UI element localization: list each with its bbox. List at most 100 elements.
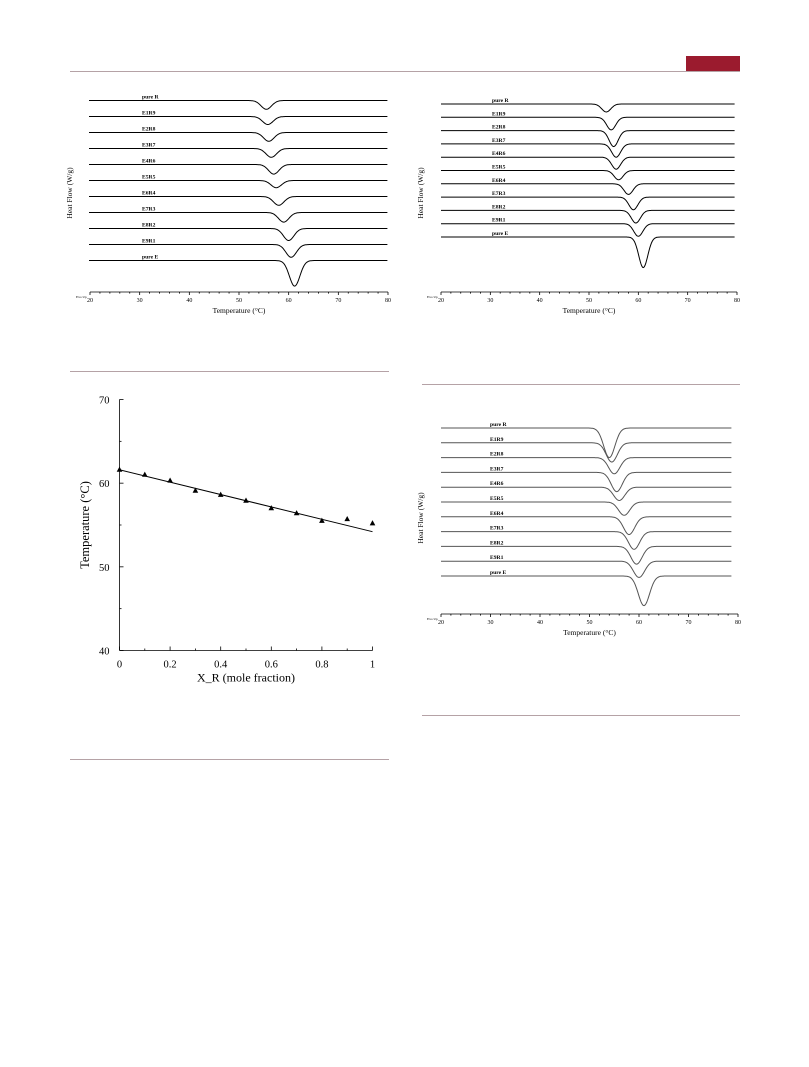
series-label: pure E <box>142 255 158 261</box>
series-curve-pure-r <box>89 100 388 110</box>
exo-up-label: Exo Up <box>427 617 438 621</box>
separator-right-1 <box>422 384 740 385</box>
series-curve-e7r3 <box>441 531 732 550</box>
series-curve-e2r8 <box>441 457 732 475</box>
x-tick-label: 60 <box>636 620 642 626</box>
series-curve-e5r5 <box>441 501 732 516</box>
series-curve-e7r3 <box>89 212 388 223</box>
x-tick-label: 1 <box>370 660 375 671</box>
x-tick-label: 50 <box>587 620 593 626</box>
series-label: E1R9 <box>492 111 506 117</box>
x-tick-label: 60 <box>286 298 292 304</box>
series-curve-e5r5 <box>89 180 388 189</box>
series-label: E9R1 <box>490 555 504 561</box>
exo-up-label: Exo Up <box>427 295 438 299</box>
series-label: E8R2 <box>490 540 504 546</box>
y-axis-title: Temperature (°C) <box>78 481 92 569</box>
x-tick-label: 50 <box>236 298 242 304</box>
series-curve-e8r2 <box>89 228 388 241</box>
series-label: E2R8 <box>142 127 156 133</box>
series-label: pure E <box>492 231 508 237</box>
series-curve-e1r9 <box>441 442 732 463</box>
series-curve-e7r3 <box>441 196 735 211</box>
series-curve-pure-e <box>441 236 735 269</box>
x-tick-label: 20 <box>438 298 444 304</box>
series-label: E3R7 <box>490 466 504 472</box>
series-label: pure R <box>142 95 159 101</box>
y-tick-label: 60 <box>99 479 110 490</box>
series-curve-e4r6 <box>441 486 732 502</box>
x-tick-label: 70 <box>335 298 341 304</box>
series-curve-pure-r <box>441 427 732 459</box>
series-curve-e8r2 <box>441 545 732 565</box>
x-axis-title: Temperature (°C) <box>213 306 266 315</box>
data-point-triangle <box>319 517 325 523</box>
data-point-triangle <box>142 471 148 477</box>
series-curve-e1r9 <box>89 116 388 125</box>
x-tick-label: 40 <box>186 298 192 304</box>
data-point-triangle <box>369 520 376 526</box>
series-label: E5R5 <box>142 175 156 181</box>
x-tick-label: 0.8 <box>315 660 328 671</box>
series-label: E5R5 <box>490 496 504 502</box>
x-tick-label: 80 <box>734 298 740 304</box>
series-curve-e5r5 <box>441 170 735 181</box>
y-axis-title: Heat Flow (W/g) <box>416 492 425 544</box>
series-label: E7R3 <box>492 191 506 197</box>
x-tick-label: 30 <box>488 620 494 626</box>
series-label: E8R2 <box>142 223 156 229</box>
data-point-triangle <box>167 477 173 483</box>
series-curve-pure-e <box>441 575 732 607</box>
series-label: E9R1 <box>492 218 506 224</box>
separator-right-2 <box>422 715 740 716</box>
series-label: E2R8 <box>490 452 504 458</box>
series-label: E9R1 <box>142 239 156 245</box>
x-tick-label: 50 <box>586 298 592 304</box>
series-curve-e4r6 <box>89 164 388 175</box>
x-tick-label: 0.4 <box>214 660 228 671</box>
data-point-triangle <box>268 505 275 511</box>
series-label: E7R3 <box>490 526 504 532</box>
series-label: E4R6 <box>490 481 504 487</box>
x-tick-label: 20 <box>438 620 444 626</box>
y-tick-label: 70 <box>99 396 110 407</box>
series-curve-e6r4 <box>441 183 735 195</box>
x-tick-label: 30 <box>487 298 493 304</box>
series-label: pure E <box>490 570 506 576</box>
header-rule <box>70 71 740 72</box>
y-axis-title: Heat Flow (W/g) <box>416 167 425 219</box>
x-tick-label: 40 <box>537 620 543 626</box>
series-curve-e2r8 <box>89 132 388 142</box>
x-axis-title: X_R (mole fraction) <box>197 671 295 685</box>
data-point-triangle <box>293 510 300 516</box>
series-label: E8R2 <box>492 204 506 210</box>
series-label: E4R6 <box>492 151 506 157</box>
dsc-chart-bottom-right: 20 30 40 50 60 70 80 Temperature (°C) Exo Up Heat… <box>416 422 741 637</box>
series-label: E4R6 <box>142 159 156 165</box>
dsc-chart-top-left: 20 30 40 50 60 70 80 Temperature (°C) Exo Up Heat… <box>65 95 391 316</box>
data-point-triangle <box>217 491 224 497</box>
series-curve-e6r4 <box>441 516 732 536</box>
series-curve-e9r1 <box>441 560 732 578</box>
x-tick-label: 70 <box>686 620 692 626</box>
separator-left-1 <box>70 371 389 372</box>
data-point-triangle <box>116 466 123 472</box>
dsc-chart-top-right: 20 30 40 50 60 70 80 Temperature (°C) Exo Up Heat… <box>416 98 740 315</box>
series-label: E3R7 <box>142 143 156 149</box>
series-label: E6R4 <box>142 191 156 197</box>
series-curve-e4r6 <box>441 156 735 170</box>
separator-left-2 <box>70 759 389 760</box>
series-label: E1R9 <box>142 111 156 117</box>
x-tick-label: 70 <box>685 298 691 304</box>
series-curve-e1r9 <box>441 116 735 131</box>
data-point-triangle <box>192 487 199 493</box>
header-accent-block <box>686 56 740 71</box>
series-curve-e9r1 <box>441 223 735 237</box>
series-curve-e6r4 <box>89 196 388 206</box>
series-label: E1R9 <box>490 437 504 443</box>
melting-point-scatter-chart: 0 0.2 0.4 0.6 0.8 1 40 50 60 70 X_R (mole fraction… <box>78 396 376 685</box>
series-curve-pure-r <box>441 103 735 113</box>
y-tick-label: 50 <box>99 563 110 574</box>
series-curve-e3r7 <box>441 143 735 158</box>
series-curve-e8r2 <box>441 209 735 224</box>
